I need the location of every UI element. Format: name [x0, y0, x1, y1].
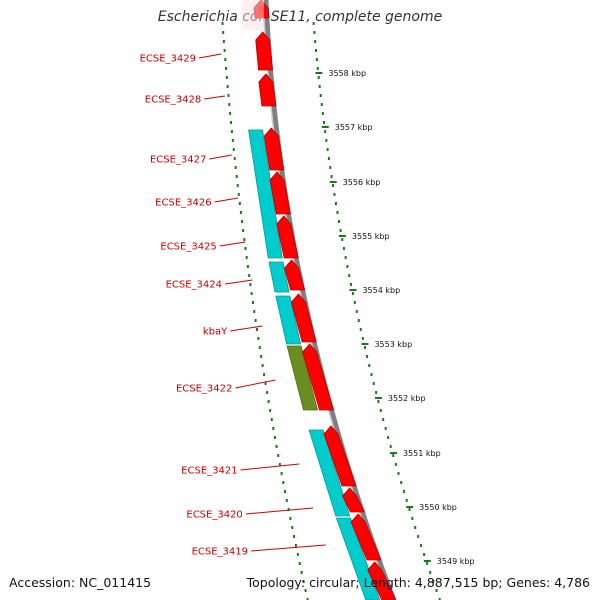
gene-label: ECSE_3420	[186, 510, 242, 521]
gene-leader-line	[245, 507, 314, 515]
outer-ruler	[312, 22, 441, 600]
gene-leader-line	[224, 279, 253, 285]
tick-label: 3550 kbp	[419, 503, 457, 512]
gene-label: ECSE_3425	[160, 242, 216, 253]
cds-feature	[263, 127, 285, 171]
gene-leader-line	[204, 95, 225, 100]
gene-label: ECSE_3419	[192, 547, 248, 558]
tick-labels: 3558 kbp 3557 kbp 3556 kbp 3555 kbp 3554 kbp…	[315, 69, 475, 566]
gene-leader-line	[198, 53, 222, 59]
cds-feature	[284, 259, 306, 291]
map-title: Escherichia coli SE11, complete genome	[157, 9, 443, 25]
gene-feature	[308, 429, 351, 517]
gene-leader-line	[235, 379, 276, 389]
gene-leader-line	[250, 544, 326, 552]
cds-feature	[367, 561, 397, 600]
gene-feature	[268, 261, 290, 293]
genome-summary-text: Topology: circular; Length: 4,887,515 bp…	[246, 575, 590, 590]
gene-leader-line	[209, 154, 232, 160]
gene-leader-line	[219, 241, 246, 247]
gene-feature-kbaY	[286, 345, 319, 411]
cds-feature	[350, 513, 382, 561]
tick-label: 3551 kbp	[403, 449, 441, 458]
gene-label: ECSE_3421	[181, 466, 237, 477]
cds-feature	[323, 425, 357, 487]
cds-feature	[258, 73, 277, 107]
gene-leader-line	[214, 197, 238, 203]
accession-text: Accession: NC_011415	[9, 575, 152, 590]
gene-label: ECSE_3429	[140, 54, 196, 65]
tick-label: 3549 kbp	[437, 557, 475, 566]
inner-ruler	[221, 22, 309, 600]
gene-feature	[335, 517, 381, 600]
cds-feature	[302, 343, 335, 411]
cds-track	[242, 0, 397, 600]
tick-label: 3553 kbp	[374, 340, 412, 349]
gene-label: kbaY	[203, 327, 228, 338]
feature-shadow	[242, 0, 264, 30]
cds-feature	[290, 293, 317, 343]
gene-label: ECSE_3422	[176, 384, 232, 395]
tick-label: 3558 kbp	[328, 69, 366, 78]
gene-feature	[248, 129, 283, 259]
gene-leader-line	[240, 463, 300, 471]
gene-label: ECSE_3428	[145, 95, 201, 106]
gene-leader-line	[230, 325, 263, 332]
tick-label: 3556 kbp	[343, 178, 381, 187]
gene-labels: ECSE_3429 ECSE_3428 ECSE_3427 ECSE_3426 ECSE…	[140, 54, 326, 558]
tick-label: 3557 kbp	[335, 123, 373, 132]
gene-label: ECSE_3426	[155, 198, 211, 209]
cds-feature	[276, 215, 299, 259]
tick-label: 3552 kbp	[388, 394, 426, 403]
tick-label: 3555 kbp	[352, 232, 390, 241]
gene-track	[248, 129, 381, 600]
cds-feature	[342, 487, 366, 513]
tick-label: 3554 kbp	[362, 286, 400, 295]
cds-feature	[255, 31, 273, 71]
gene-label: ECSE_3427	[150, 155, 206, 166]
gene-label: ECSE_3424	[166, 280, 222, 291]
cds-feature	[269, 171, 291, 215]
gene-feature	[275, 295, 302, 345]
